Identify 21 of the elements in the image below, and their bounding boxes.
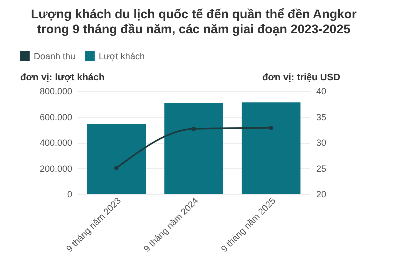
point	[192, 126, 196, 132]
point	[114, 166, 119, 170]
legend-label: Lượt khách	[99, 51, 145, 62]
y-tick-label: 0	[67, 190, 72, 200]
y2-tick-label: 20	[316, 190, 327, 200]
point	[269, 126, 274, 130]
y-tick-label: 200.000	[40, 164, 72, 174]
y2-tick-label: 25	[316, 164, 327, 174]
y-tick-label: 400.000	[40, 138, 72, 148]
bar	[87, 124, 146, 194]
bar	[164, 103, 224, 194]
y2-tick-label: 35	[316, 112, 327, 122]
y2-tick-label: 40	[316, 86, 327, 96]
y-axis-title: đơn vị: lượt khách	[20, 72, 105, 84]
y-tick-label: 600.000	[40, 112, 72, 122]
legend-label: Doanh thu	[34, 51, 76, 62]
chart-title: Lượng khách du lịch quốc tế đến quần thể đền Angkor trong 9 tháng đầu năm, các năm giai đoạn 2023-2025	[31, 8, 358, 36]
bar	[242, 102, 301, 194]
y2-tick-label: 30	[316, 138, 327, 148]
y2-axis-title: đơn vị: triệu USD	[262, 72, 341, 84]
y-tick-label: 800.000	[40, 86, 72, 96]
